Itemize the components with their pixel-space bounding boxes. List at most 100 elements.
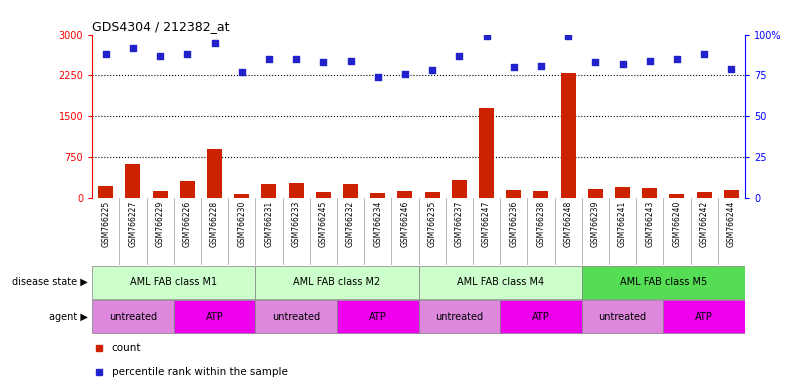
Text: GSM766241: GSM766241 bbox=[618, 201, 627, 247]
Text: GSM766236: GSM766236 bbox=[509, 201, 518, 248]
Bar bbox=[425, 192, 440, 198]
Bar bbox=[724, 190, 739, 198]
Bar bbox=[261, 184, 276, 198]
Text: AML FAB class M1: AML FAB class M1 bbox=[130, 277, 217, 287]
Point bbox=[235, 69, 248, 75]
Bar bbox=[92, 266, 256, 299]
Bar bbox=[419, 266, 582, 299]
Point bbox=[181, 51, 194, 57]
Point bbox=[127, 45, 139, 51]
Text: GSM766228: GSM766228 bbox=[210, 201, 219, 247]
Text: ATP: ATP bbox=[368, 312, 387, 322]
Text: AML FAB class M5: AML FAB class M5 bbox=[620, 277, 707, 287]
Bar bbox=[288, 182, 304, 198]
Point bbox=[425, 67, 438, 73]
Bar bbox=[479, 108, 494, 198]
Text: ATP: ATP bbox=[695, 312, 713, 322]
Text: agent ▶: agent ▶ bbox=[49, 312, 88, 322]
Point bbox=[616, 61, 629, 67]
Bar bbox=[126, 164, 140, 198]
Text: GSM766225: GSM766225 bbox=[101, 201, 111, 247]
Text: GDS4304 / 212382_at: GDS4304 / 212382_at bbox=[92, 20, 230, 33]
Bar bbox=[337, 300, 419, 333]
Text: GSM766242: GSM766242 bbox=[699, 201, 709, 247]
Bar bbox=[615, 187, 630, 198]
Point bbox=[399, 71, 412, 77]
Point bbox=[290, 56, 303, 62]
Point bbox=[344, 58, 357, 64]
Bar bbox=[588, 189, 603, 198]
Text: GSM766244: GSM766244 bbox=[727, 201, 736, 248]
Text: GSM766248: GSM766248 bbox=[564, 201, 573, 247]
Text: disease state ▶: disease state ▶ bbox=[12, 277, 88, 287]
Point bbox=[154, 53, 167, 59]
Bar bbox=[153, 191, 167, 198]
Point bbox=[589, 59, 602, 65]
Bar bbox=[343, 184, 358, 198]
Text: GSM766227: GSM766227 bbox=[128, 201, 138, 247]
Text: GSM766231: GSM766231 bbox=[264, 201, 273, 247]
Point bbox=[263, 56, 276, 62]
Point bbox=[99, 51, 112, 57]
Bar bbox=[500, 300, 582, 333]
Text: ATP: ATP bbox=[532, 312, 549, 322]
Text: GSM766230: GSM766230 bbox=[237, 201, 246, 248]
Text: untreated: untreated bbox=[598, 312, 646, 322]
Bar bbox=[174, 300, 256, 333]
Bar bbox=[207, 149, 222, 198]
Text: GSM766234: GSM766234 bbox=[373, 201, 382, 248]
Text: count: count bbox=[111, 343, 141, 353]
Bar bbox=[419, 300, 500, 333]
Text: percentile rank within the sample: percentile rank within the sample bbox=[111, 366, 288, 377]
Text: GSM766229: GSM766229 bbox=[155, 201, 165, 247]
Bar bbox=[99, 186, 113, 198]
Bar bbox=[397, 191, 413, 198]
Text: GSM766247: GSM766247 bbox=[482, 201, 491, 248]
Bar bbox=[582, 266, 745, 299]
Text: GSM766233: GSM766233 bbox=[292, 201, 300, 248]
Bar bbox=[582, 300, 663, 333]
Text: AML FAB class M2: AML FAB class M2 bbox=[293, 277, 380, 287]
Point bbox=[507, 64, 520, 70]
Point bbox=[372, 74, 384, 80]
Text: GSM766238: GSM766238 bbox=[537, 201, 545, 247]
Text: untreated: untreated bbox=[435, 312, 483, 322]
Point bbox=[208, 40, 221, 46]
Bar bbox=[316, 192, 331, 198]
Point bbox=[698, 51, 710, 57]
Text: GSM766226: GSM766226 bbox=[183, 201, 191, 247]
Text: untreated: untreated bbox=[272, 312, 320, 322]
Point bbox=[534, 63, 547, 69]
Text: GSM766232: GSM766232 bbox=[346, 201, 355, 247]
Text: GSM766243: GSM766243 bbox=[646, 201, 654, 248]
Point bbox=[643, 58, 656, 64]
Point bbox=[670, 56, 683, 62]
Text: GSM766240: GSM766240 bbox=[672, 201, 682, 248]
Bar bbox=[256, 300, 337, 333]
Text: AML FAB class M4: AML FAB class M4 bbox=[457, 277, 544, 287]
Point bbox=[453, 53, 465, 59]
Bar bbox=[452, 180, 467, 198]
Point bbox=[317, 59, 330, 65]
Text: ATP: ATP bbox=[206, 312, 223, 322]
Text: GSM766246: GSM766246 bbox=[400, 201, 409, 248]
Bar bbox=[642, 188, 657, 198]
Bar bbox=[256, 266, 419, 299]
Point bbox=[562, 33, 574, 39]
Bar bbox=[697, 192, 711, 198]
Bar bbox=[561, 73, 576, 198]
Bar bbox=[506, 190, 521, 198]
Bar bbox=[234, 194, 249, 198]
Text: GSM766235: GSM766235 bbox=[428, 201, 437, 248]
Text: untreated: untreated bbox=[109, 312, 157, 322]
Bar bbox=[92, 300, 174, 333]
Bar bbox=[663, 300, 745, 333]
Point bbox=[725, 66, 738, 72]
Bar bbox=[180, 182, 195, 198]
Point bbox=[480, 33, 493, 39]
Text: GSM766245: GSM766245 bbox=[319, 201, 328, 248]
Text: GSM766239: GSM766239 bbox=[591, 201, 600, 248]
Text: GSM766237: GSM766237 bbox=[455, 201, 464, 248]
Bar bbox=[370, 194, 385, 198]
Bar bbox=[670, 194, 684, 198]
